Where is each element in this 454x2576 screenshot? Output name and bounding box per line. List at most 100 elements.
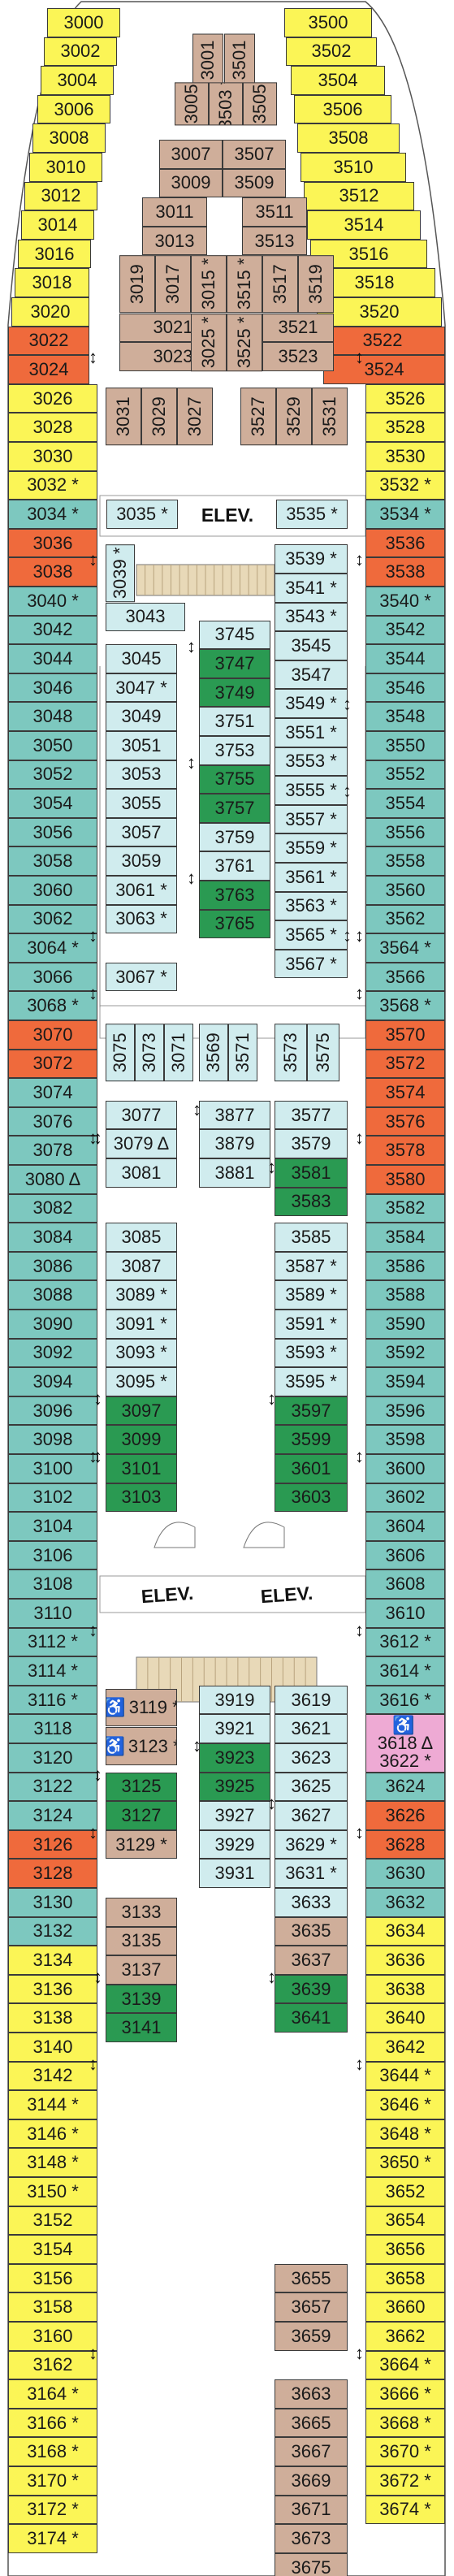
cabin-3548[interactable]: 3548 <box>365 702 445 731</box>
cabin-3562[interactable]: 3562 <box>365 904 445 934</box>
cabin-3032[interactable]: 3032 * <box>8 470 97 500</box>
cabin-3150[interactable]: 3150 * <box>8 2177 97 2206</box>
cabin-3014[interactable]: 3014 <box>21 210 94 240</box>
cabin-3116[interactable]: 3116 * <box>8 1685 97 1715</box>
cabin-3576[interactable]: 3576 <box>365 1106 445 1136</box>
cabin-3511[interactable]: 3511 <box>242 197 307 227</box>
cabin-3571[interactable]: 3571 <box>228 1024 257 1082</box>
cabin-3503[interactable]: 3503 * <box>209 81 243 126</box>
cabin-3531[interactable]: 3531 <box>312 387 348 445</box>
cabin-3532[interactable]: 3532 * <box>365 470 445 500</box>
cabin-3137[interactable]: 3137 <box>106 1955 177 1985</box>
cabin-3085[interactable]: 3085 <box>106 1223 177 1252</box>
cabin-3139[interactable]: 3139 <box>106 1984 177 2014</box>
cabin-3526[interactable]: 3526 <box>365 383 445 413</box>
cabin-3100[interactable]: 3100 <box>8 1454 97 1483</box>
cabin-3110[interactable]: 3110 <box>8 1599 97 1628</box>
cabin-3552[interactable]: 3552 <box>365 760 445 790</box>
cabin-3518[interactable]: 3518 <box>313 268 435 297</box>
cabin-3600[interactable]: 3600 <box>365 1454 445 1483</box>
cabin-3059[interactable]: 3059 <box>106 846 177 876</box>
cabin-3673[interactable]: 3673 <box>275 2524 348 2553</box>
cabin-3060[interactable]: 3060 <box>8 876 97 905</box>
cabin-3637[interactable]: 3637 <box>275 1946 348 1975</box>
cabin-3614[interactable]: 3614 * <box>365 1656 445 1686</box>
cabin-3124[interactable]: 3124 <box>8 1801 97 1830</box>
cabin-3603[interactable]: 3603 <box>275 1483 348 1513</box>
cabin-3638[interactable]: 3638 <box>365 1974 445 2004</box>
cabin-3657[interactable]: 3657 <box>275 2292 348 2322</box>
cabin-3050[interactable]: 3050 <box>8 731 97 760</box>
cabin-3076[interactable]: 3076 <box>8 1106 97 1136</box>
cabin-3035[interactable]: 3035 * <box>106 500 178 529</box>
cabin-3094[interactable]: 3094 <box>8 1367 97 1396</box>
cabin-3592[interactable]: 3592 <box>365 1338 445 1368</box>
cabin-3579[interactable]: 3579 <box>275 1129 348 1158</box>
cabin-3052[interactable]: 3052 <box>8 760 97 790</box>
cabin-3541[interactable]: 3541 * <box>275 574 348 603</box>
cabin-3587[interactable]: 3587 * <box>275 1251 348 1281</box>
cabin-3034[interactable]: 3034 * <box>8 500 97 529</box>
cabin-3005[interactable]: 3005 <box>175 81 209 126</box>
cabin-3106[interactable]: 3106 <box>8 1540 97 1570</box>
cabin-3640[interactable]: 3640 <box>365 2003 445 2033</box>
cabin-3550[interactable]: 3550 <box>365 731 445 760</box>
cabin-3534[interactable]: 3534 * <box>365 500 445 529</box>
cabin-3575[interactable]: 3575 <box>307 1024 339 1082</box>
cabin-3517[interactable]: 3517 <box>262 255 298 314</box>
cabin-3004[interactable]: 3004 <box>41 66 114 95</box>
cabin-3555[interactable]: 3555 * <box>275 776 348 805</box>
cabin-3514[interactable]: 3514 <box>307 210 421 240</box>
cabin-3134[interactable]: 3134 <box>8 1946 97 1975</box>
cabin-3505[interactable]: 3505 <box>243 81 277 126</box>
cabin-3144[interactable]: 3144 * <box>8 2090 97 2119</box>
cabin-3090[interactable]: 3090 <box>8 1310 97 1339</box>
cabin-3664[interactable]: 3664 * <box>365 2350 445 2380</box>
cabin-3529[interactable]: 3529 <box>276 387 312 445</box>
cabin-3129[interactable]: 3129 * <box>106 1829 177 1859</box>
cabin-3135[interactable]: 3135 <box>106 1926 177 1956</box>
cabin-3006[interactable]: 3006 <box>37 94 110 124</box>
cabin-3099[interactable]: 3099 <box>106 1425 177 1454</box>
cabin-3597[interactable]: 3597 <box>275 1396 348 1426</box>
cabin-3016[interactable]: 3016 <box>18 239 91 269</box>
cabin-3522[interactable]: 3522 <box>320 326 445 356</box>
cabin-3081[interactable]: 3081 <box>106 1158 177 1188</box>
cabin-3104[interactable]: 3104 <box>8 1512 97 1541</box>
cabin-3136[interactable]: 3136 <box>8 1974 97 2004</box>
cabin-3612[interactable]: 3612 * <box>365 1627 445 1657</box>
cabin-3026[interactable]: 3026 <box>8 383 97 413</box>
cabin-3921[interactable]: 3921 <box>199 1714 270 1743</box>
cabin-3568[interactable]: 3568 * <box>365 991 445 1020</box>
cabin-3610[interactable]: 3610 <box>365 1599 445 1628</box>
cabin-3636[interactable]: 3636 <box>365 1946 445 1975</box>
cabin-3521[interactable]: 3521 <box>262 313 334 343</box>
cabin-3010[interactable]: 3010 <box>29 153 102 182</box>
cabin-3671[interactable]: 3671 <box>275 2495 348 2525</box>
cabin-3093[interactable]: 3093 * <box>106 1338 177 1368</box>
cabin-3923[interactable]: 3923 <box>199 1743 270 1773</box>
cabin-3619[interactable]: 3619 <box>275 1685 348 1715</box>
cabin-3502[interactable]: 3502 <box>286 37 377 67</box>
cabin-3563[interactable]: 3563 * <box>275 891 348 921</box>
cabin-3641[interactable]: 3641 <box>275 2003 348 2033</box>
cabin-3022[interactable]: 3022 <box>8 326 89 356</box>
cabin-3027[interactable]: 3027 <box>177 387 213 445</box>
cabin-3046[interactable]: 3046 <box>8 673 97 703</box>
cabin-3045[interactable]: 3045 <box>106 644 177 673</box>
cabin-3029[interactable]: 3029 <box>141 387 177 445</box>
cabin-3559[interactable]: 3559 * <box>275 833 348 863</box>
cabin-3020[interactable]: 3020 <box>11 297 89 327</box>
cabin-3540[interactable]: 3540 * <box>365 587 445 616</box>
cabin-3073[interactable]: 3073 <box>135 1024 164 1082</box>
cabin-3087[interactable]: 3087 <box>106 1251 177 1281</box>
cabin-3002[interactable]: 3002 <box>44 37 117 67</box>
cabin-3043[interactable]: 3043 <box>106 602 185 632</box>
cabin-3663[interactable]: 3663 <box>275 2379 348 2409</box>
cabin-3168[interactable]: 3168 * <box>8 2437 97 2466</box>
cabin-3530[interactable]: 3530 <box>365 442 445 471</box>
cabin-3586[interactable]: 3586 <box>365 1251 445 1281</box>
cabin-3580[interactable]: 3580 <box>365 1165 445 1194</box>
cabin-3625[interactable]: 3625 <box>275 1772 348 1802</box>
cabin-3567[interactable]: 3567 * <box>275 949 348 979</box>
